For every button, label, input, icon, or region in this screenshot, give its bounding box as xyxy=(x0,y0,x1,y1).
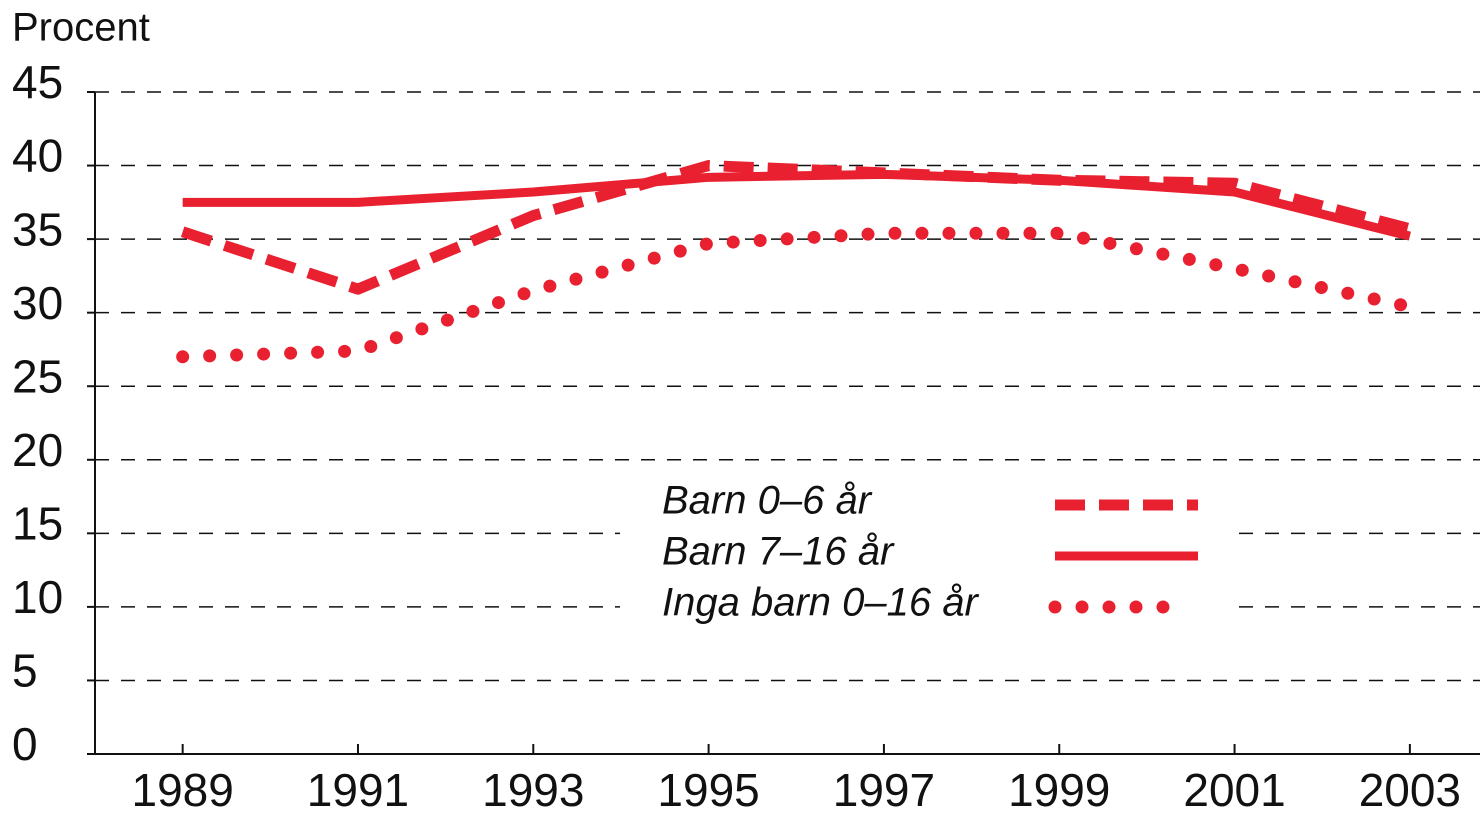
series-line xyxy=(182,169,1411,241)
x-tick-label: 1997 xyxy=(833,764,935,813)
x-tick-label: 2003 xyxy=(1359,764,1461,813)
x-tick-label: 1995 xyxy=(657,764,759,813)
y-tick-label: 25 xyxy=(12,350,63,402)
y-tick-label: 45 xyxy=(12,56,63,108)
legend-label: Barn 0–6 år xyxy=(662,479,873,523)
x-tick-label: 2001 xyxy=(1183,764,1285,813)
x-tick-label: 1991 xyxy=(307,764,409,813)
y-tick-label: 30 xyxy=(12,277,63,329)
legend-label: Barn 7–16 år xyxy=(662,530,895,574)
y-tick-label: 10 xyxy=(12,571,63,623)
legend-label: Inga barn 0–16 år xyxy=(662,581,979,625)
x-tick-label: 1999 xyxy=(1008,764,1110,813)
x-tick-label: 1993 xyxy=(482,764,584,813)
x-tick-label: 1989 xyxy=(131,764,233,813)
series-line xyxy=(176,226,1417,364)
series-line xyxy=(180,160,1412,295)
y-tick-label: 5 xyxy=(12,645,38,697)
y-tick-label: 15 xyxy=(12,497,63,549)
y-tick-label: 35 xyxy=(12,203,63,255)
y-tick-label: 0 xyxy=(12,718,38,770)
y-tick-label: 20 xyxy=(12,424,63,476)
y-tick-label: 40 xyxy=(12,130,63,182)
y-axis-label: Procent xyxy=(12,6,150,50)
